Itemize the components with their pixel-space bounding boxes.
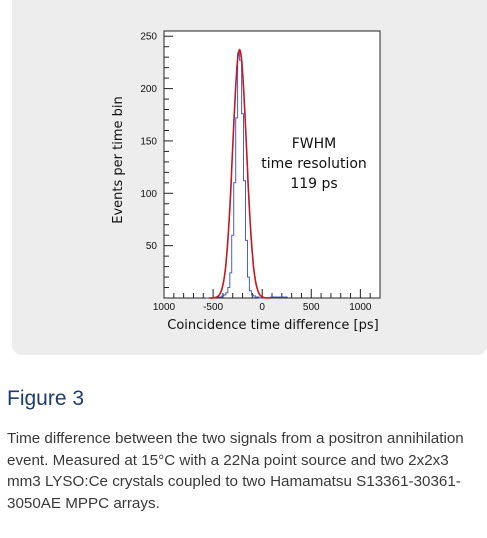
y-tick-label: 50 <box>146 241 158 252</box>
x-tick-label: 1000 <box>153 302 176 313</box>
figure-label: Figure 3 <box>7 387 85 410</box>
fit-series <box>208 48 271 299</box>
x-tick-label: 1000 <box>349 302 372 313</box>
x-tick-label: 500 <box>303 302 320 313</box>
fwhm-annotation-line3: 119 ps <box>290 176 337 192</box>
histogram-line <box>206 52 288 299</box>
x-axis-title: Coincidence time difference [ps] <box>167 318 378 333</box>
y-tick-label: 250 <box>140 32 157 43</box>
gaussian-fit-line <box>208 48 271 299</box>
y-axis-title: Events per time bin <box>111 96 126 223</box>
fwhm-annotation-line1: FWHM <box>292 136 337 152</box>
plot-frame <box>163 30 381 299</box>
y-tick-label: 200 <box>140 84 157 95</box>
figure-caption: Time difference between the two signals … <box>7 430 464 512</box>
chart: 50 100 150 200 250 1000 -500 0 500 1000 Coinciden… <box>111 30 381 333</box>
plot-area <box>163 30 381 299</box>
histogram-series <box>206 52 288 299</box>
y-tick-label: 150 <box>140 136 157 147</box>
x-tick-label: -500 <box>203 302 223 313</box>
x-tick-label: 0 <box>259 302 265 313</box>
y-tick-label: 100 <box>140 189 157 200</box>
fwhm-annotation-line2: time resolution <box>261 156 367 172</box>
axis-ticks: 50 100 150 200 250 1000 -500 0 500 1000 <box>140 32 381 313</box>
